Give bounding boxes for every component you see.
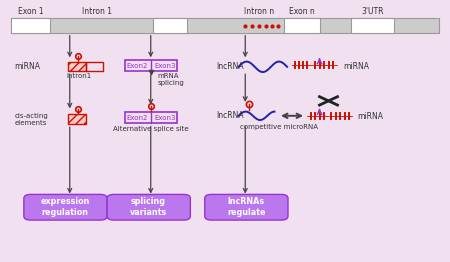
FancyBboxPatch shape [107, 194, 190, 220]
Text: Exon3: Exon3 [154, 115, 176, 121]
Text: Intron1: Intron1 [66, 73, 91, 79]
Text: cis-acting
elements: cis-acting elements [14, 113, 48, 126]
Text: splicing
variants: splicing variants [130, 197, 167, 217]
Text: lncRNA: lncRNA [216, 111, 243, 120]
Text: Exon 1: Exon 1 [18, 7, 43, 16]
Text: Exon2: Exon2 [126, 63, 148, 69]
Text: Exon n: Exon n [288, 7, 315, 16]
FancyBboxPatch shape [68, 114, 86, 124]
FancyBboxPatch shape [68, 62, 86, 71]
Text: mRNA
splicing: mRNA splicing [158, 73, 184, 86]
Text: Alternative splice site: Alternative splice site [113, 126, 189, 132]
Text: lncRNAs
regulate: lncRNAs regulate [227, 197, 266, 217]
FancyBboxPatch shape [205, 194, 288, 220]
Text: expression
regulation: expression regulation [40, 197, 90, 217]
Text: miRNA: miRNA [14, 62, 40, 71]
FancyBboxPatch shape [153, 18, 187, 33]
Text: competitive microRNA: competitive microRNA [240, 124, 318, 130]
Text: miRNA: miRNA [343, 62, 369, 70]
Text: Exon2: Exon2 [126, 115, 148, 121]
Text: Exon3: Exon3 [154, 63, 176, 69]
FancyBboxPatch shape [284, 18, 320, 33]
Text: lncRNA: lncRNA [216, 62, 243, 71]
Text: Intron 1: Intron 1 [82, 7, 112, 16]
FancyBboxPatch shape [11, 18, 439, 33]
FancyBboxPatch shape [11, 18, 50, 33]
Text: 3'UTR: 3'UTR [361, 7, 383, 16]
Text: Intron n: Intron n [244, 7, 274, 16]
FancyBboxPatch shape [351, 18, 394, 33]
Text: miRNA: miRNA [358, 112, 384, 121]
FancyBboxPatch shape [24, 194, 107, 220]
